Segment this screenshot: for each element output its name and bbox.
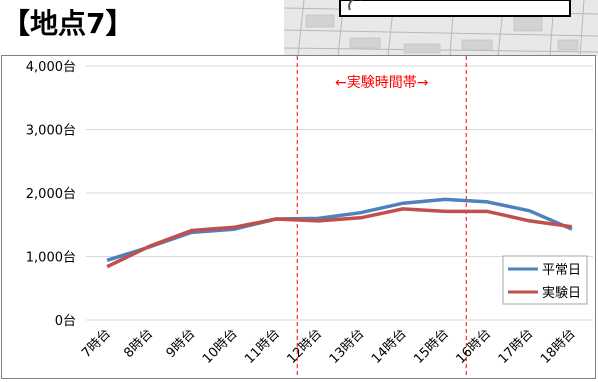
x-tick-label: 14時台 bbox=[369, 326, 410, 367]
legend-label-jikken: 実験日 bbox=[542, 285, 581, 301]
x-tick-label: 8時台 bbox=[121, 326, 156, 361]
legend-label-heijitsu: 平常日 bbox=[542, 263, 581, 278]
line-chart: 0台 1,000台 2,000台 3,000台 4,000台 7時台 8時台 9時台 10時台… bbox=[26, 56, 593, 378]
experiment-period-annotation: ←実験時間帯→ bbox=[335, 75, 429, 91]
y-tick-label: 1,000台 bbox=[26, 251, 76, 266]
x-tick-label: 13時台 bbox=[327, 326, 368, 367]
series-line-jikken bbox=[106, 207, 573, 269]
x-tick-label: 18時台 bbox=[538, 326, 579, 367]
chart-legend: 平常日 実験日 bbox=[502, 255, 588, 305]
series-line-heijitsu bbox=[106, 197, 573, 262]
x-tick-label: 16時台 bbox=[454, 326, 495, 367]
y-tick-label: 2,000台 bbox=[26, 187, 76, 202]
chart-heading: 【地点7】 bbox=[2, 7, 134, 40]
chart-frame: 0台 1,000台 2,000台 3,000台 4,000台 7時台 8時台 9時台 10時台… bbox=[1, 55, 596, 379]
y-tick-label: 4,000台 bbox=[26, 60, 76, 75]
y-tick-label: 0台 bbox=[55, 314, 76, 329]
y-tick-label: 3,000台 bbox=[26, 124, 76, 139]
x-tick-label: 10時台 bbox=[200, 326, 241, 367]
x-tick-label: 15時台 bbox=[411, 326, 452, 367]
legend-box bbox=[502, 255, 588, 305]
x-tick-label: 11時台 bbox=[242, 326, 283, 367]
x-tick-label: 12時台 bbox=[285, 326, 326, 367]
x-tick-label: 17時台 bbox=[496, 326, 537, 367]
street-map-thumbnail-icon bbox=[284, 0, 598, 56]
x-tick-label: 9時台 bbox=[164, 326, 199, 361]
x-tick-label: 7時台 bbox=[79, 326, 114, 361]
